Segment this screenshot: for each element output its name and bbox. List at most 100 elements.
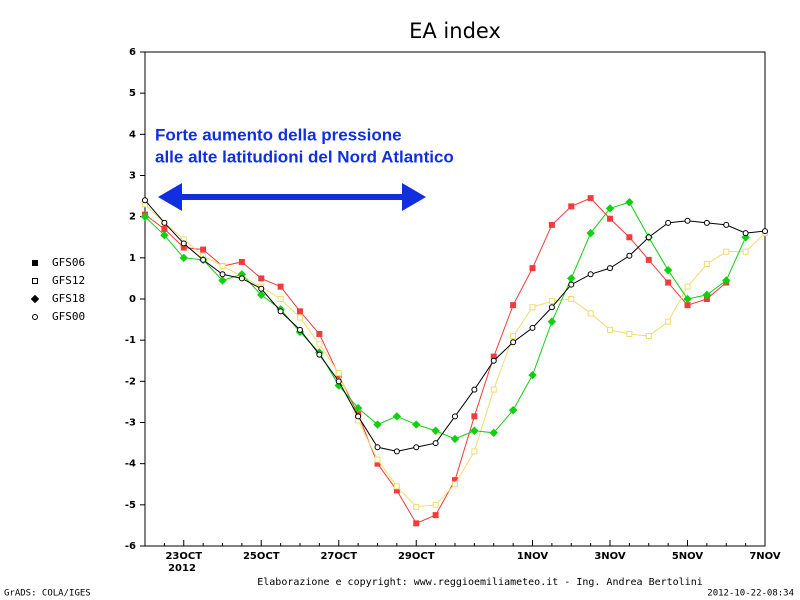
x-tick-label: 27OCT	[320, 551, 357, 562]
data-point	[510, 339, 517, 346]
data-point	[200, 256, 207, 263]
data-point	[316, 330, 323, 337]
data-point	[665, 219, 672, 226]
data-point	[607, 215, 613, 222]
y-tick-label: 1	[129, 253, 136, 264]
data-point	[587, 310, 594, 317]
data-point	[703, 219, 710, 226]
data-point	[471, 413, 478, 420]
data-point	[277, 283, 284, 290]
data-point	[471, 448, 478, 455]
data-point	[219, 263, 226, 270]
legend-marker	[32, 314, 38, 320]
data-point	[529, 265, 536, 272]
y-tick-label: -5	[125, 500, 136, 511]
data-point	[723, 248, 730, 255]
data-point	[742, 248, 749, 255]
data-point	[277, 308, 284, 315]
x-tick-label: 7NOV	[749, 551, 781, 562]
data-point	[665, 318, 672, 325]
x-year-label: 2012	[168, 563, 196, 574]
data-point	[510, 333, 517, 340]
legend-label: GFS06	[52, 256, 85, 269]
y-tick-label: -4	[125, 459, 136, 470]
data-point	[374, 456, 381, 463]
data-point	[297, 308, 303, 315]
data-point	[140, 212, 150, 221]
data-point	[432, 501, 439, 508]
y-tick-label: 2	[129, 212, 136, 223]
chart-title: EA index	[409, 19, 501, 43]
x-tick-label: 1NOV	[517, 551, 549, 562]
data-point	[626, 330, 633, 337]
data-point	[548, 304, 555, 311]
data-point	[432, 440, 439, 447]
data-point	[548, 221, 555, 228]
data-point	[393, 483, 400, 490]
data-point	[723, 221, 730, 228]
data-point	[277, 296, 284, 302]
data-point	[450, 434, 460, 444]
data-point	[489, 428, 498, 437]
data-point	[179, 253, 188, 263]
data-point	[238, 275, 245, 282]
legend-label: GFS12	[52, 274, 85, 287]
data-point	[508, 405, 518, 415]
credit: Elaborazione e copyright: www.reggioemil…	[257, 577, 703, 588]
data-point	[607, 265, 613, 272]
data-point	[238, 258, 245, 265]
x-tick-label: 23OCT	[165, 551, 202, 562]
software: GrADS: COLA/IGES	[4, 589, 91, 599]
x-tick-label: 29OCT	[398, 551, 435, 562]
data-point	[297, 314, 303, 321]
data-point	[684, 283, 691, 290]
data-point	[586, 228, 595, 238]
data-point	[645, 256, 652, 263]
data-point	[742, 230, 749, 237]
data-point	[316, 341, 323, 348]
legend-label: GFS18	[52, 292, 85, 305]
data-point	[529, 324, 536, 331]
data-point	[452, 481, 458, 488]
data-point	[431, 426, 440, 435]
series-line	[144, 203, 766, 508]
data-point	[180, 240, 187, 247]
data-point	[568, 281, 575, 288]
x-tick-label: 3NOV	[594, 551, 626, 562]
data-point	[335, 370, 342, 377]
data-point	[393, 448, 400, 455]
data-point	[587, 195, 594, 202]
data-point	[684, 302, 691, 309]
data-point	[353, 403, 363, 413]
data-point	[413, 444, 420, 451]
data-point	[684, 217, 691, 224]
data-point	[703, 261, 710, 268]
data-point	[626, 234, 633, 241]
data-point	[607, 326, 613, 333]
annotation-arrow	[158, 183, 426, 211]
data-point	[605, 204, 615, 213]
data-point	[412, 420, 421, 429]
data-point	[452, 413, 458, 420]
y-tick-label: -1	[125, 335, 136, 346]
x-tick-label: 5NOV	[672, 551, 704, 562]
data-point	[510, 302, 517, 309]
data-point	[702, 290, 712, 300]
data-point	[547, 317, 557, 326]
data-point	[567, 274, 576, 283]
y-tick-label: 6	[129, 47, 136, 58]
data-point	[161, 219, 168, 226]
data-point	[762, 228, 768, 235]
data-point	[373, 420, 382, 429]
data-point	[200, 246, 207, 253]
data-point	[529, 304, 536, 311]
timestamp: 2012-10-22-08:34	[707, 589, 794, 599]
data-point	[142, 197, 148, 204]
data-point	[722, 276, 731, 285]
data-point	[626, 252, 633, 259]
y-tick-label: 5	[129, 88, 136, 99]
data-point	[258, 275, 265, 282]
legend-label: GFS00	[52, 310, 85, 323]
data-point	[470, 426, 479, 435]
